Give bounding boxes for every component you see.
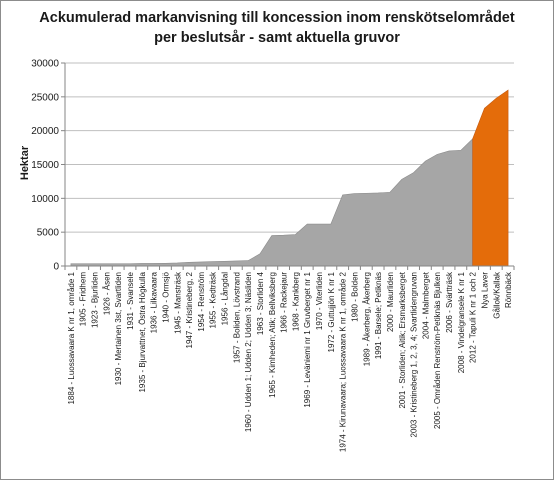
x-tick-label: 1936 - Lilkavaara (150, 271, 159, 333)
x-tick-label: 1956 - Långdal (221, 272, 230, 326)
axes: 0 5000 10000 15000 20000 25000 30000 1884 - Luo… (31, 59, 515, 452)
x-tick-label: 1945 - Mansträsk (173, 271, 182, 334)
y-tick-label: 0 (53, 262, 59, 273)
area-series-1 (472, 89, 509, 267)
x-tick-label: 1940 - Ormsjö (161, 271, 170, 322)
x-tick-label: 1966 - Rackejaur (280, 272, 289, 333)
y-tick-label: 20000 (31, 126, 59, 137)
x-tick-label: 1884 - Luossavaara K nr 1, område 1 (67, 271, 76, 404)
y-tick-label: 10000 (31, 194, 59, 205)
x-tick-label: 1991 - Barsele; Petiknäs (374, 272, 383, 359)
chart-title-line-1: Ackumulerad markanvisning till koncessio… (39, 10, 515, 26)
x-tick-label: 2003 - Kristineberg 1, 2, 3, 4; Svartlid… (410, 272, 419, 437)
chart-title: Ackumulerad markanvisning till koncessio… (0, 8, 554, 48)
x-tick-label: 1957 - Boliden, Lövstrand (232, 272, 241, 363)
y-axis-label: Hektar (19, 145, 31, 180)
x-tick-label: 1968 - Kankberg (291, 272, 300, 331)
y-tick-label: 30000 (31, 59, 59, 70)
x-tick-label: 1965 - Kimheden; Atik; Bellviksberg (268, 272, 277, 398)
x-tick-label: 2005 - Områden Renström-Petiknäs Bjulken (433, 272, 442, 429)
x-tick-label: 2006 - Svärtträsk (445, 271, 454, 333)
x-tick-label: 1955 - Kedträsk (209, 271, 218, 328)
x-tick-label: 1905 - Fridhem (79, 272, 88, 327)
x-tick-label: Rönnbäck (504, 271, 513, 308)
y-tick-label: 5000 (37, 228, 60, 239)
x-tick-label: 1960 - Udden 1; Udden 2; Udden 3; Näslid… (244, 272, 253, 432)
x-tick-label: 1989 - Åkerberg, Åkerberg (362, 272, 371, 366)
y-tick-label: 15000 (31, 160, 59, 171)
x-tick-label: 2012 - Tapuli K nr 1 och 2 (469, 271, 478, 363)
x-tick-label: 1970 - Viterliden (315, 272, 324, 330)
x-tick-label: 2004 - Malmberget (421, 271, 430, 339)
x-tick-label: 1969 - Leväniemi nr 1 Gruvberget nr 1 (303, 271, 312, 407)
x-tick-label: 1947 - Kristineberg, 2 (185, 271, 194, 348)
x-tick-label: 1974 - Kirunavaara; Luossavaara K nr 1, … (339, 271, 348, 452)
x-tick-label: 2000 - Maurliden (386, 272, 395, 332)
x-tick-label: 1980 - Bolden (350, 272, 359, 322)
chart-title-line-2: per beslutsår - samt aktuella gruvor (154, 30, 400, 46)
x-tick-label: 1935 - Bjurvattnet, Östra Högkulla (138, 271, 147, 392)
x-tick-label: 2001 - Storliden; Aitik; Ersmarksberget (398, 271, 407, 408)
x-tick-label: 1930 - Mertainen 3st, Svartliden (114, 272, 123, 385)
y-tick-label: 25000 (31, 92, 59, 103)
x-tick-label: 1972 - Guttujjön K nr 1 (327, 271, 336, 352)
x-tick-label: 2008 - Vindelgransele K nr 1 (457, 271, 466, 373)
x-tick-label: 1963 - Storliden 4 (256, 271, 265, 335)
x-tick-label: 1923 - Bjurliden (91, 272, 100, 328)
x-tick-label: 1926 - Åsen (102, 272, 111, 315)
x-tick-label: 1954 - Renström (197, 272, 206, 332)
area-series-0 (70, 138, 473, 267)
area-series (70, 89, 509, 267)
x-tick-label: Nya Laver (480, 272, 489, 309)
x-tick-label: 1931 - Svansele (126, 271, 135, 329)
x-tick-label: Gållok/Kallak (492, 271, 501, 319)
